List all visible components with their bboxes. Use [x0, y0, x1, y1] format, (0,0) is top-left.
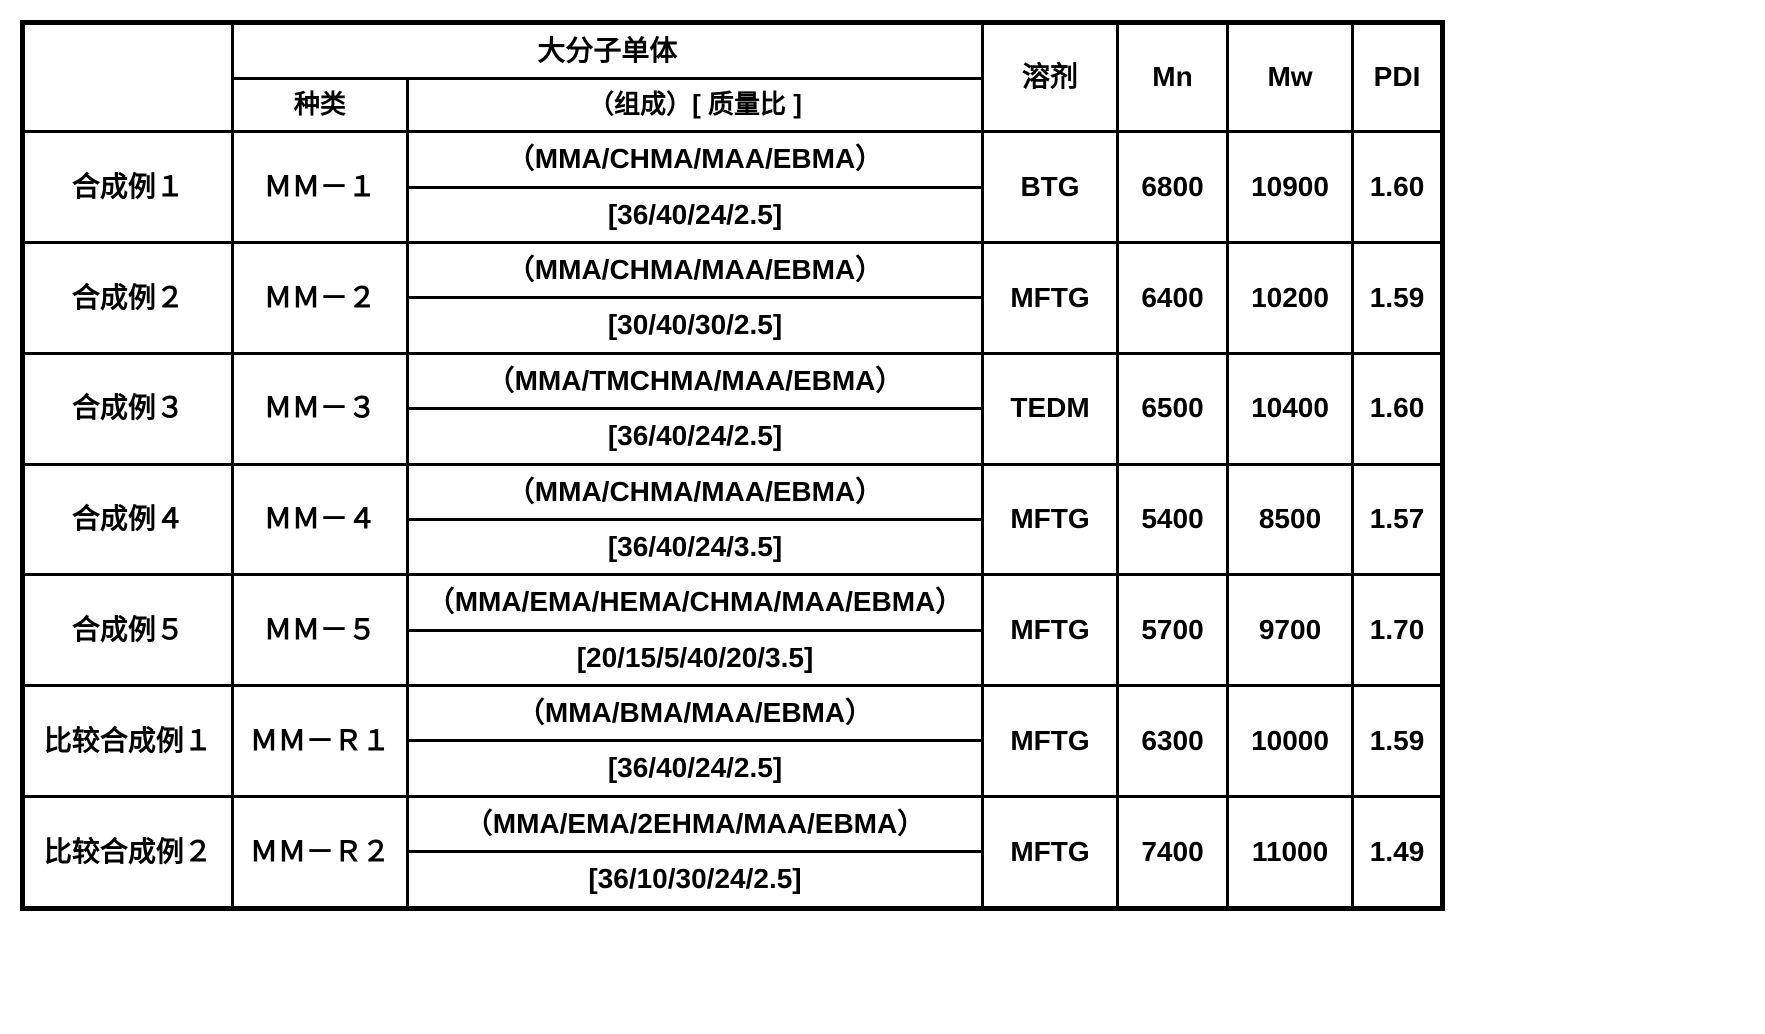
- row-label: 合成例１: [23, 132, 233, 243]
- table-row: 合成例３ ＭＭ－３ （MMA/TMCHMA/MAA/EBMA） TEDM 650…: [23, 353, 1443, 408]
- row-mn: 5400: [1118, 464, 1228, 575]
- row-comp: （MMA/CHMA/MAA/EBMA）: [408, 242, 983, 297]
- table-row: 比较合成例１ ＭＭ－Ｒ１ （MMA/BMA/MAA/EBMA） MFTG 630…: [23, 686, 1443, 741]
- header-row-1: 大分子单体 溶剂 Mn Mw PDI: [23, 23, 1443, 79]
- row-pdi: 1.57: [1353, 464, 1443, 575]
- row-comp: （MMA/TMCHMA/MAA/EBMA）: [408, 353, 983, 408]
- row-label: 合成例４: [23, 464, 233, 575]
- row-comp: （MMA/BMA/MAA/EBMA）: [408, 686, 983, 741]
- row-mw: 10000: [1228, 686, 1353, 797]
- row-solvent: MFTG: [983, 575, 1118, 686]
- row-pdi: 1.59: [1353, 686, 1443, 797]
- row-mn: 6500: [1118, 353, 1228, 464]
- row-label: 合成例２: [23, 242, 233, 353]
- row-solvent: MFTG: [983, 464, 1118, 575]
- row-ratio: [36/10/30/24/2.5]: [408, 852, 983, 908]
- row-mn: 6800: [1118, 132, 1228, 243]
- header-blank: [23, 23, 233, 132]
- header-type: 种类: [233, 79, 408, 132]
- header-solvent: 溶剂: [983, 23, 1118, 132]
- row-ratio: [36/40/24/2.5]: [408, 741, 983, 796]
- row-pdi: 1.59: [1353, 242, 1443, 353]
- row-mn: 6400: [1118, 242, 1228, 353]
- header-macromonomer: 大分子单体: [233, 23, 983, 79]
- row-mn: 6300: [1118, 686, 1228, 797]
- row-pdi: 1.60: [1353, 353, 1443, 464]
- data-table: 大分子单体 溶剂 Mn Mw PDI 种类 （组成）[ 质量比 ] 合成例１ Ｍ…: [20, 20, 1445, 911]
- row-type: ＭＭ－４: [233, 464, 408, 575]
- row-type: ＭＭ－Ｒ１: [233, 686, 408, 797]
- row-label: 比较合成例１: [23, 686, 233, 797]
- row-comp: （MMA/EMA/HEMA/CHMA/MAA/EBMA）: [408, 575, 983, 630]
- row-mw: 10200: [1228, 242, 1353, 353]
- table-row: 合成例５ ＭＭ－５ （MMA/EMA/HEMA/CHMA/MAA/EBMA） M…: [23, 575, 1443, 630]
- row-label: 合成例５: [23, 575, 233, 686]
- row-label: 比较合成例２: [23, 796, 233, 908]
- row-solvent: MFTG: [983, 686, 1118, 797]
- row-comp: （MMA/EMA/2EHMA/MAA/EBMA）: [408, 796, 983, 851]
- row-pdi: 1.60: [1353, 132, 1443, 243]
- row-type: ＭＭ－３: [233, 353, 408, 464]
- row-mw: 8500: [1228, 464, 1353, 575]
- row-mw: 10900: [1228, 132, 1353, 243]
- row-solvent: MFTG: [983, 242, 1118, 353]
- table-body: 大分子单体 溶剂 Mn Mw PDI 种类 （组成）[ 质量比 ] 合成例１ Ｍ…: [23, 23, 1443, 909]
- header-mw: Mw: [1228, 23, 1353, 132]
- table-row: 合成例４ ＭＭ－４ （MMA/CHMA/MAA/EBMA） MFTG 5400 …: [23, 464, 1443, 519]
- row-comp: （MMA/CHMA/MAA/EBMA）: [408, 464, 983, 519]
- header-pdi: PDI: [1353, 23, 1443, 132]
- row-label: 合成例３: [23, 353, 233, 464]
- row-type: ＭＭ－２: [233, 242, 408, 353]
- row-ratio: [36/40/24/2.5]: [408, 187, 983, 242]
- row-pdi: 1.49: [1353, 796, 1443, 908]
- row-pdi: 1.70: [1353, 575, 1443, 686]
- header-mn: Mn: [1118, 23, 1228, 132]
- row-type: ＭＭ－１: [233, 132, 408, 243]
- row-mw: 9700: [1228, 575, 1353, 686]
- table-row: 合成例１ ＭＭ－１ （MMA/CHMA/MAA/EBMA） BTG 6800 1…: [23, 132, 1443, 187]
- row-ratio: [20/15/5/40/20/3.5]: [408, 630, 983, 685]
- row-type: ＭＭ－５: [233, 575, 408, 686]
- row-solvent: MFTG: [983, 796, 1118, 908]
- row-mw: 10400: [1228, 353, 1353, 464]
- row-ratio: [36/40/24/2.5]: [408, 409, 983, 464]
- table-row: 比较合成例２ ＭＭ－Ｒ２ （MMA/EMA/2EHMA/MAA/EBMA） MF…: [23, 796, 1443, 851]
- row-type: ＭＭ－Ｒ２: [233, 796, 408, 908]
- row-ratio: [36/40/24/3.5]: [408, 519, 983, 574]
- row-mn: 5700: [1118, 575, 1228, 686]
- row-ratio: [30/40/30/2.5]: [408, 298, 983, 353]
- row-solvent: TEDM: [983, 353, 1118, 464]
- row-mn: 7400: [1118, 796, 1228, 908]
- table-row: 合成例２ ＭＭ－２ （MMA/CHMA/MAA/EBMA） MFTG 6400 …: [23, 242, 1443, 297]
- row-mw: 11000: [1228, 796, 1353, 908]
- row-solvent: BTG: [983, 132, 1118, 243]
- header-composition: （组成）[ 质量比 ]: [408, 79, 983, 132]
- row-comp: （MMA/CHMA/MAA/EBMA）: [408, 132, 983, 187]
